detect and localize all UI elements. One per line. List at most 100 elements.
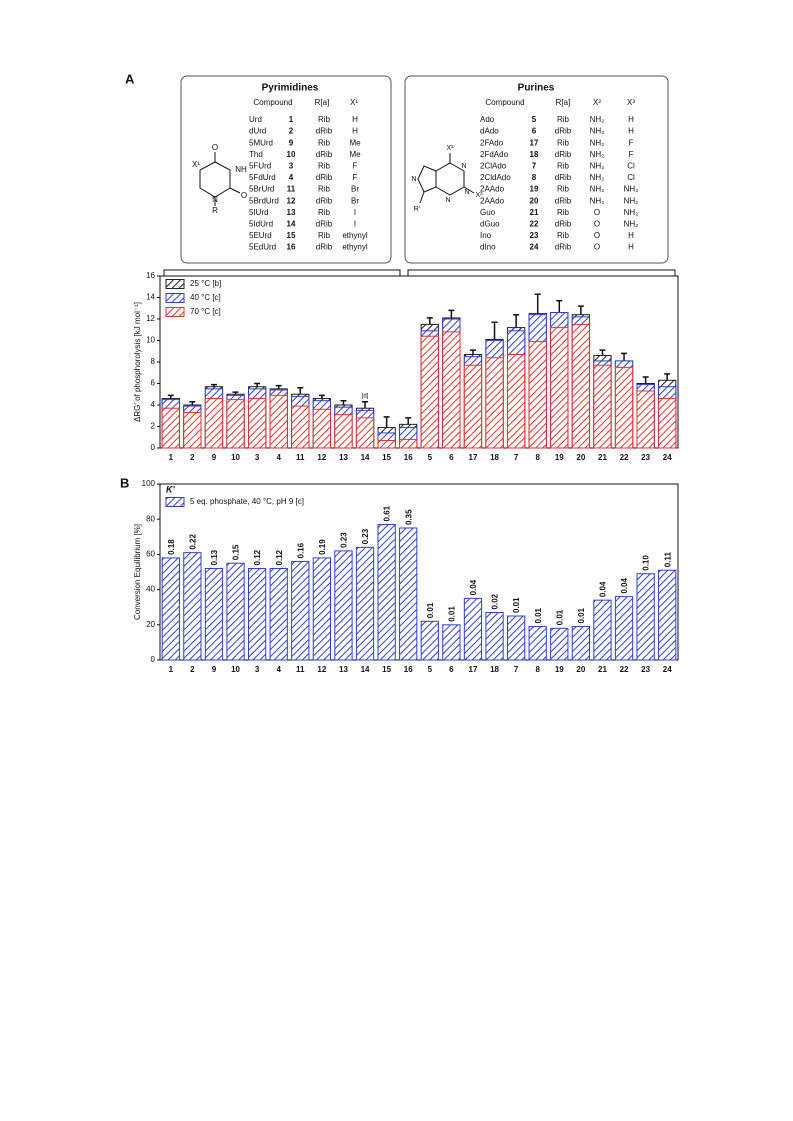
table-title: Purines xyxy=(518,83,555,94)
error-bar xyxy=(318,394,325,399)
y-tick-label: 60 xyxy=(146,550,155,559)
table-cell: O xyxy=(594,231,600,240)
bar xyxy=(636,573,655,661)
y-tick-label: 6 xyxy=(151,379,156,388)
x-tick-label: 7 xyxy=(514,665,519,674)
label-title: K' xyxy=(166,484,175,494)
table-cell: 4 xyxy=(289,173,294,182)
y-tick-label: 0 xyxy=(151,443,156,452)
k-label: 0.61 xyxy=(383,505,392,521)
legend-swatch xyxy=(165,307,185,317)
table-cell: O xyxy=(594,243,600,252)
error-bar xyxy=(254,382,261,387)
bar xyxy=(485,611,504,661)
table-cell: 5MUrd xyxy=(249,138,273,147)
table-cell: Rib xyxy=(318,138,331,147)
error-bar xyxy=(556,299,563,313)
legend-swatch xyxy=(165,497,185,507)
table-cell: 2CldAdo xyxy=(480,173,511,182)
error-bar xyxy=(167,394,174,399)
table-cell: H xyxy=(628,243,634,252)
y-tick-label: 16 xyxy=(146,271,155,280)
error-bar xyxy=(383,416,390,428)
bar xyxy=(571,626,591,661)
table-cell: 18 xyxy=(530,150,539,159)
table-cell: 23 xyxy=(530,231,539,240)
x-tick-label: 2 xyxy=(190,665,195,674)
table-cell: 5FUrd xyxy=(249,162,271,171)
table-cell: NH₂ xyxy=(590,127,605,136)
bar xyxy=(377,439,396,449)
bar xyxy=(593,364,612,449)
table-header: Compound xyxy=(253,98,292,107)
bar xyxy=(463,597,483,661)
k-label: 0.01 xyxy=(577,607,586,623)
table-cell: dUrd xyxy=(249,127,266,136)
bar xyxy=(420,620,439,661)
table-cell: dRib xyxy=(555,220,572,229)
table-cell: 3 xyxy=(289,162,294,171)
k-label: 0.01 xyxy=(512,597,521,613)
y-tick-label: 2 xyxy=(151,422,156,431)
error-bar xyxy=(534,293,541,314)
error-bar xyxy=(232,391,239,395)
error-bar xyxy=(513,313,520,328)
table-cell: 2FAdo xyxy=(480,138,504,147)
legend-label: 25 °C [b] xyxy=(190,279,221,288)
table-header: X² xyxy=(593,98,601,107)
x-tick-label: 8 xyxy=(535,453,540,462)
x-tick-label: 21 xyxy=(598,665,607,674)
k-label: 0.01 xyxy=(534,607,543,623)
k-label: 0.12 xyxy=(275,549,284,565)
table-header: R[a] xyxy=(556,98,571,107)
structure-label: R xyxy=(212,206,218,215)
bar xyxy=(593,599,612,661)
table-header: Compound xyxy=(485,98,524,107)
purine-box xyxy=(404,75,669,264)
x-tick-label: 12 xyxy=(317,453,326,462)
table-cell: Urd xyxy=(249,115,262,124)
error-bar xyxy=(577,305,584,315)
k-label: 0.01 xyxy=(555,609,564,625)
table-cell: Me xyxy=(349,138,361,147)
table-cell: Rib xyxy=(318,231,331,240)
table-cell: dRib xyxy=(555,150,572,159)
k-label: 0.12 xyxy=(253,549,262,565)
structure-label: N xyxy=(411,176,416,183)
table-cell: H xyxy=(628,127,634,136)
table-cell: Rib xyxy=(557,115,570,124)
bar xyxy=(420,335,439,449)
bar xyxy=(377,523,396,661)
table-cell: 1 xyxy=(289,115,294,124)
table-cell: O xyxy=(594,208,600,217)
structure-label: N xyxy=(461,163,466,170)
x-tick-label: 9 xyxy=(212,665,217,674)
table-cell: NH₂ xyxy=(624,208,639,217)
structure-label: O xyxy=(241,191,247,200)
x-tick-label: 20 xyxy=(576,453,585,462)
table-cell: 2AAdo xyxy=(480,185,505,194)
error-bar xyxy=(340,399,347,405)
table-cell: Cl xyxy=(627,162,635,171)
x-tick-label: 18 xyxy=(490,453,499,462)
y-tick-label: 4 xyxy=(151,400,156,409)
bar xyxy=(506,615,526,661)
table-cell: dRib xyxy=(555,196,572,205)
structures xyxy=(199,152,475,206)
error-bar xyxy=(405,417,412,425)
k-label: 0.10 xyxy=(642,555,651,571)
table-cell: dRib xyxy=(316,196,333,205)
k-label: 0.01 xyxy=(426,602,435,618)
k-label: 0.18 xyxy=(167,539,176,555)
table-cell: 15 xyxy=(287,231,296,240)
k-label: 0.22 xyxy=(188,534,197,550)
x-tick-label: 7 xyxy=(514,453,519,462)
panel-label: A xyxy=(125,71,135,86)
bar xyxy=(528,626,547,661)
table-cell: NH₂ xyxy=(590,162,605,171)
k-label: 0.04 xyxy=(620,578,629,594)
k-label: 0.13 xyxy=(210,549,219,565)
bar xyxy=(355,546,375,661)
x-tick-label: 3 xyxy=(255,665,260,674)
k-label: 0.16 xyxy=(296,542,305,558)
